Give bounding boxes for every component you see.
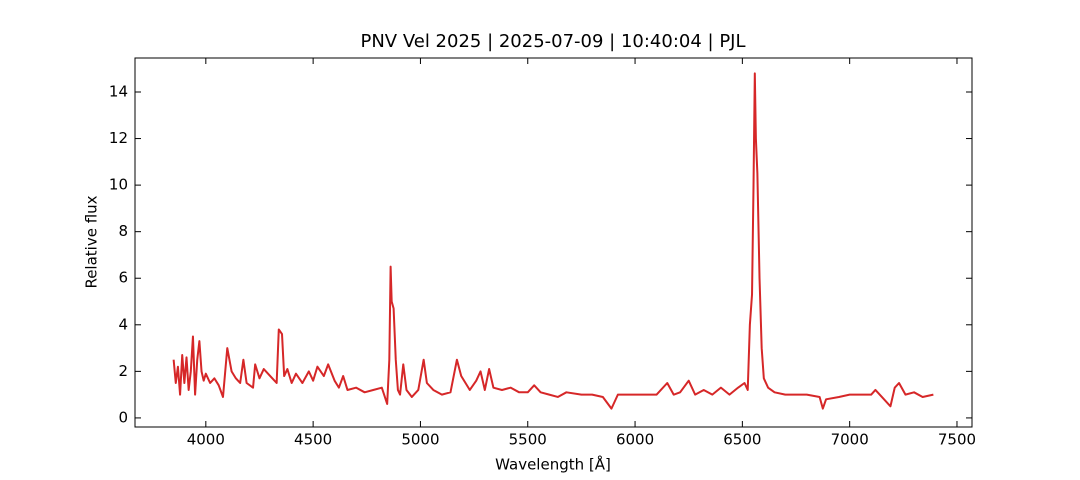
x-tick-label: 5500 bbox=[509, 431, 547, 449]
x-tick-label: 6000 bbox=[616, 431, 654, 449]
x-axis-label: Wavelength [Å] bbox=[495, 455, 611, 474]
y-tick-label: 2 bbox=[118, 362, 128, 380]
x-tick-label: 7500 bbox=[938, 431, 976, 449]
y-axis-label: Relative flux bbox=[83, 195, 101, 288]
y-tick-label: 0 bbox=[118, 408, 128, 426]
y-tick-label: 4 bbox=[118, 315, 128, 333]
chart-title: PNV Vel 2025 | 2025-07-09 | 10:40:04 | P… bbox=[360, 31, 745, 52]
spectrum-line bbox=[172, 72, 934, 410]
x-tick-label: 4500 bbox=[294, 431, 332, 449]
x-tick-label: 6500 bbox=[723, 431, 761, 449]
x-tick-label: 7000 bbox=[831, 431, 869, 449]
x-tick-label: 4000 bbox=[187, 431, 225, 449]
x-tick-label: 5000 bbox=[401, 431, 439, 449]
plot-frame bbox=[134, 57, 973, 428]
y-tick-label: 6 bbox=[118, 269, 128, 287]
y-tick-label: 8 bbox=[118, 222, 128, 240]
y-tick-label: 14 bbox=[109, 82, 128, 100]
y-tick-label: 12 bbox=[109, 129, 128, 147]
y-tick-label: 10 bbox=[109, 176, 128, 194]
